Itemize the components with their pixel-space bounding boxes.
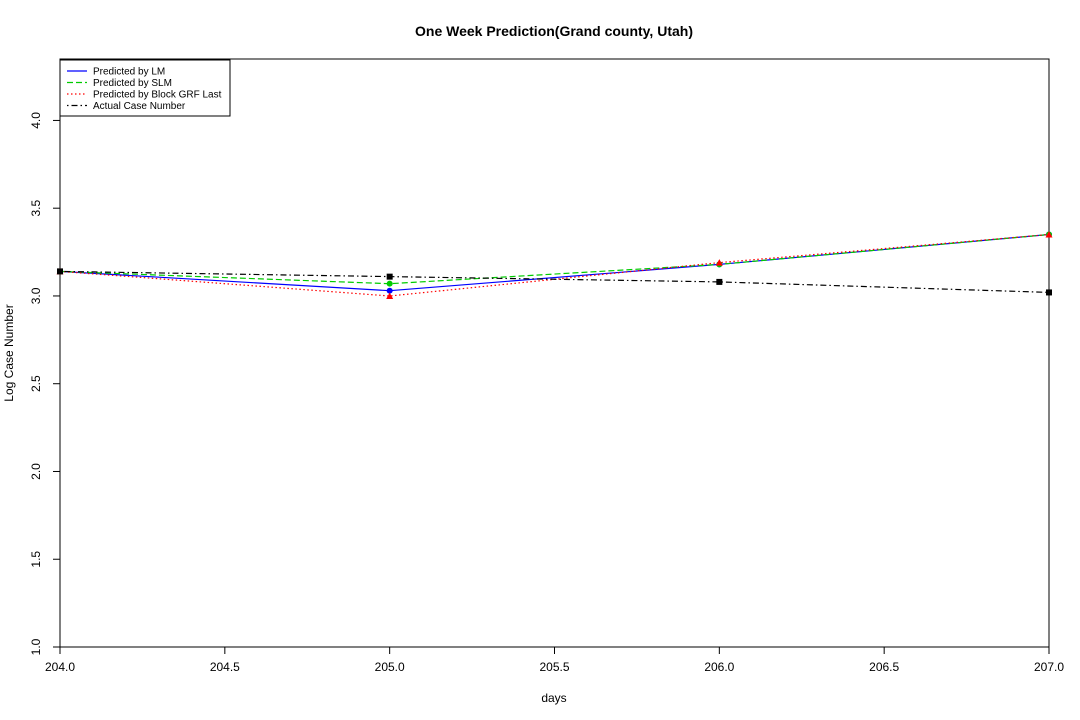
y-tick-label: 2.5: [29, 375, 43, 392]
y-tick-label: 2.0: [29, 463, 43, 480]
y-tick-label: 3.0: [29, 287, 43, 304]
series-line-2: [59, 233, 1050, 297]
x-axis: 204.0 204.5 205.0 205.5 206.0 206.5 207.0: [45, 647, 1064, 674]
data-point: [386, 287, 393, 294]
data-point: [386, 280, 393, 287]
x-tick-label: 206.0: [704, 660, 734, 674]
y-tick-label: 1.5: [29, 551, 43, 568]
legend-label: Predicted by Block GRF Last: [93, 90, 222, 101]
y-axis-label: Log Case Number: [2, 304, 16, 401]
x-axis-label: days: [541, 691, 566, 705]
legend-label: Predicted by SLM: [93, 78, 172, 89]
series-markers: [56, 231, 1053, 299]
y-tick-label: 1.0: [29, 638, 43, 655]
x-tick-label: 206.5: [869, 660, 899, 674]
plot-area-frame: [59, 58, 1050, 648]
data-point: [1046, 289, 1052, 296]
x-tick-label: 207.0: [1034, 660, 1064, 674]
series-line-1: [59, 233, 1050, 285]
legend-label: Predicted by LM: [93, 67, 165, 78]
x-tick-label: 205.5: [539, 660, 569, 674]
y-tick-label: 4.0: [29, 112, 43, 129]
series-line-0: [59, 233, 1050, 292]
data-point: [57, 268, 63, 275]
y-tick-label: 3.5: [29, 200, 43, 217]
data-point: [386, 273, 393, 280]
x-tick-label: 204.0: [45, 660, 75, 674]
data-point: [715, 259, 723, 266]
data-point: [1045, 231, 1053, 238]
y-axis: 1.0 1.5 2.0 2.5 3.0 3.5 4.0: [29, 112, 61, 655]
x-tick-label: 204.5: [210, 660, 240, 674]
data-point: [386, 292, 394, 299]
series-line-3: [59, 270, 1050, 293]
legend-box: [59, 59, 231, 117]
series-lines: [59, 233, 1050, 297]
legend-label: Actual Case Number: [93, 101, 186, 112]
chart-title: One Week Prediction(Grand county, Utah): [415, 23, 693, 39]
x-tick-label: 205.0: [375, 660, 405, 674]
data-point: [716, 278, 723, 285]
